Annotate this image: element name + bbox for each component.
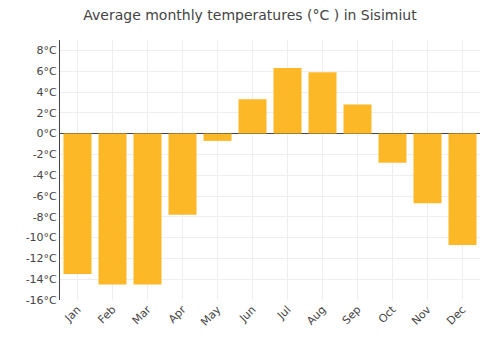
svg-text:2°C: 2°C [37,107,57,120]
svg-text:Jan: Jan [62,303,84,325]
svg-text:Mar: Mar [130,303,154,327]
svg-text:-2°C: -2°C [33,148,57,161]
svg-text:Nov: Nov [409,303,434,328]
svg-text:Jun: Jun [236,303,258,325]
svg-text:Oct: Oct [376,303,399,326]
svg-text:Dec: Dec [444,303,468,327]
svg-text:Apr: Apr [166,303,189,326]
svg-text:0°C: 0°C [37,127,57,140]
svg-text:6°C: 6°C [37,65,57,78]
svg-text:-6°C: -6°C [33,190,57,203]
svg-text:May: May [198,303,224,329]
svg-text:Feb: Feb [96,303,119,326]
svg-text:-16°C: -16°C [26,294,57,307]
svg-text:-10°C: -10°C [26,231,57,244]
svg-text:4°C: 4°C [37,86,57,99]
svg-text:-4°C: -4°C [33,169,57,182]
svg-text:Average monthly temperatures (: Average monthly temperatures (°C ) in Si… [83,7,417,23]
svg-text:Jul: Jul [274,303,293,322]
svg-text:Sep: Sep [340,303,364,327]
svg-text:8°C: 8°C [37,44,57,57]
svg-text:Aug: Aug [304,303,328,327]
svg-text:-14°C: -14°C [26,273,57,286]
svg-text:-8°C: -8°C [33,211,57,224]
svg-text:-12°C: -12°C [26,252,57,265]
